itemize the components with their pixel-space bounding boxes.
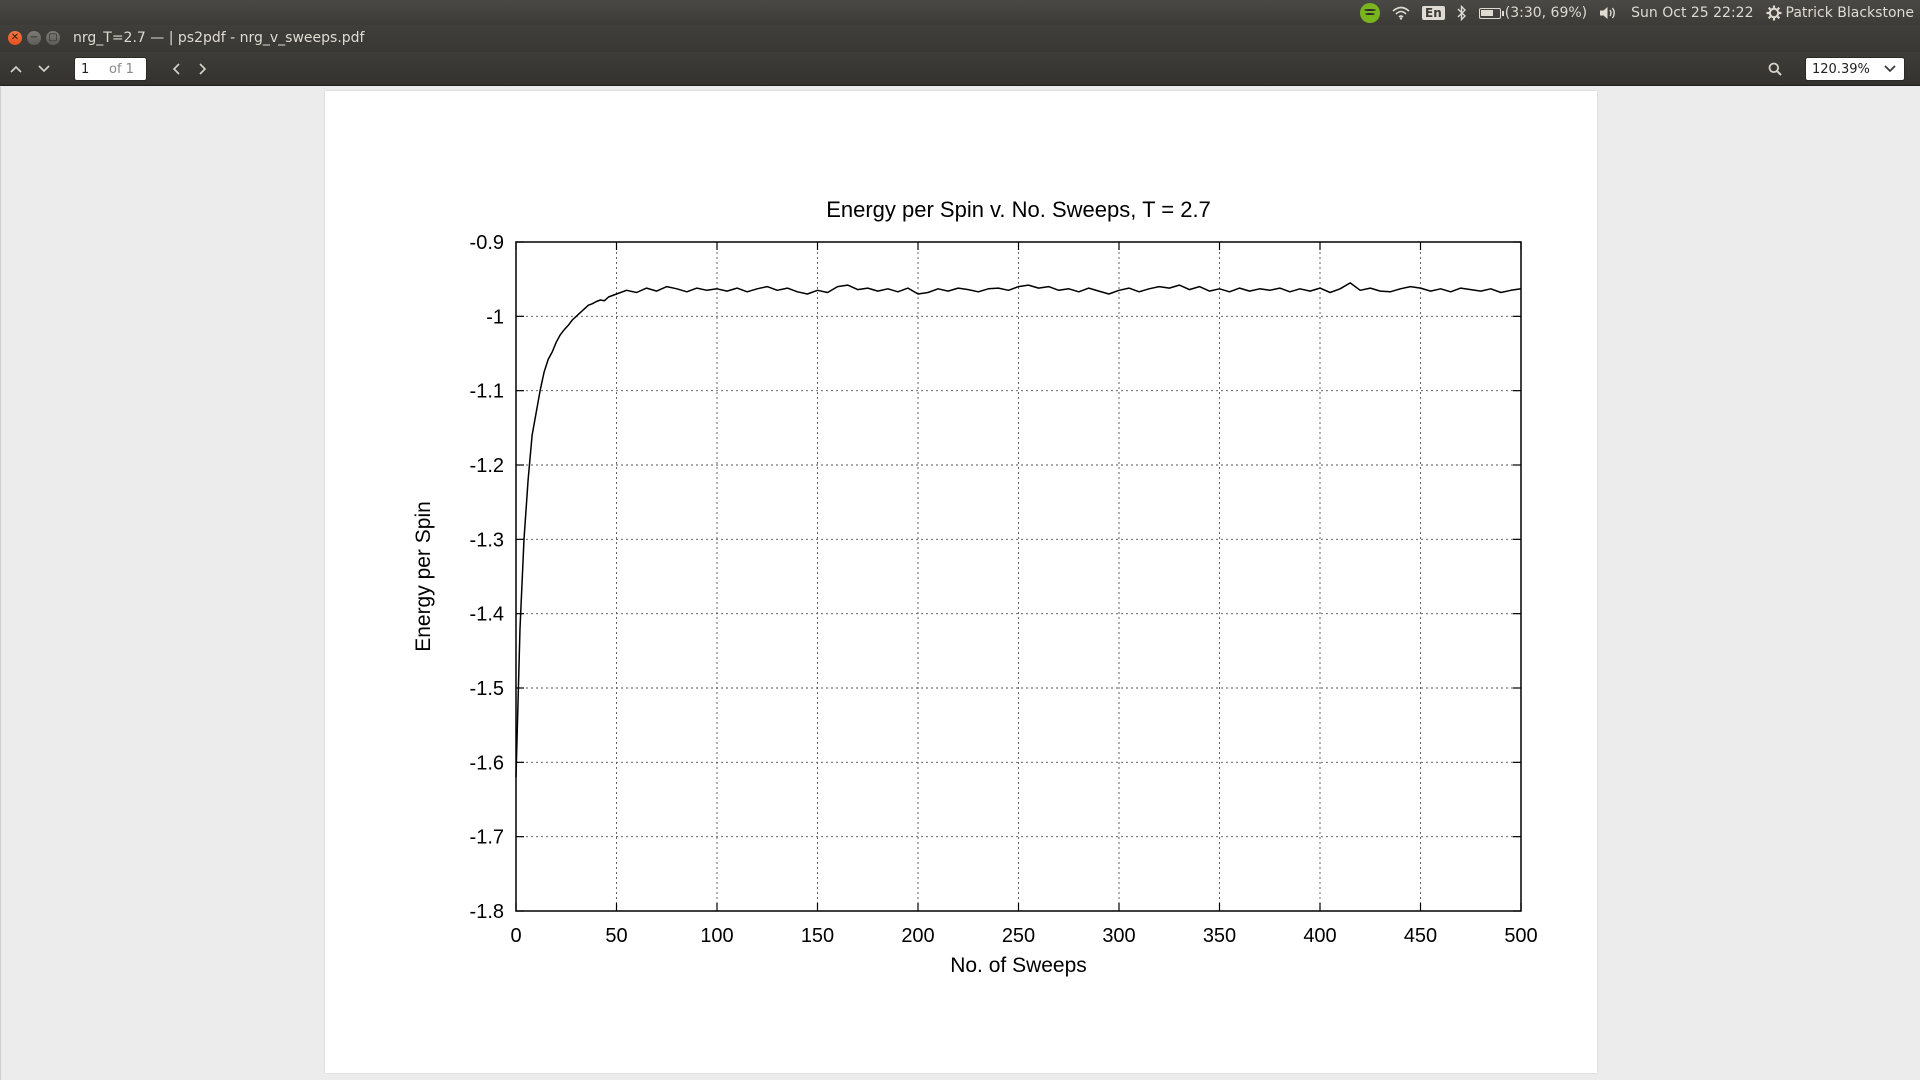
y-tick-label: -1.3 [470,529,504,551]
window-controls: ✕ − ▢ [8,31,60,45]
x-axis-label: No. of Sweeps [950,954,1087,977]
x-tick-label: 350 [1203,925,1236,947]
chart-title: Energy per Spin v. No. Sweeps, T = 2.7 [826,197,1211,222]
chevron-down-icon [1884,65,1896,73]
y-axis-label: Energy per Spin [412,501,435,652]
x-tick-label: 200 [901,925,934,947]
bluetooth-icon[interactable] [1457,5,1467,21]
document-viewer[interactable]: Energy per Spin v. No. Sweeps, T = 2.7 0… [0,87,1920,1080]
next-page-button[interactable] [32,58,56,80]
y-tick-label: -0.9 [470,232,504,254]
history-forward-button[interactable] [191,58,215,80]
page-number-input[interactable] [75,61,101,77]
x-tick-label: 150 [801,925,834,947]
energy-chart: Energy per Spin v. No. Sweeps, T = 2.7 0… [412,197,1538,977]
spotify-icon[interactable] [1360,3,1380,23]
keyboard-layout-icon[interactable]: En [1422,6,1445,20]
window-title: nrg_T=2.7 — | ps2pdf - nrg_v_sweeps.pdf [73,30,365,46]
y-tick-label: -1.7 [470,827,504,849]
clock[interactable]: Sun Oct 25 22:22 [1631,5,1754,21]
system-tray: En (3:30, 69%) Sun Oct 25 22:22 [1360,2,1914,24]
search-icon [1768,62,1782,76]
find-button[interactable] [1763,58,1787,80]
volume-icon[interactable] [1599,5,1619,21]
maximize-window-button[interactable]: ▢ [46,31,60,45]
history-back-button[interactable] [164,58,188,80]
battery-indicator[interactable]: (3:30, 69%) [1478,5,1588,21]
series-layer [515,282,1522,778]
previous-page-button[interactable] [4,58,28,80]
x-tick-label: 250 [1002,925,1035,947]
close-window-button[interactable]: ✕ [8,31,22,45]
y-tick-label: -1.2 [470,455,504,477]
chevron-right-icon [199,63,207,75]
y-tick-label: -1.8 [470,901,504,923]
y-tick-label: -1.6 [470,752,504,774]
x-tick-label: 0 [510,925,521,947]
y-tick-label: -1.5 [470,678,504,700]
minimize-window-button[interactable]: − [27,31,41,45]
session-menu[interactable]: Patrick Blackstone [1766,5,1915,21]
x-tick-label: 100 [700,925,733,947]
plot-frame [515,241,1522,912]
battery-status: (3:30, 69%) [1504,5,1588,21]
zoom-selector[interactable]: 120.39% [1805,57,1905,81]
x-tick-label: 450 [1404,925,1437,947]
grid [516,242,1521,911]
axis-ticks: 0 50 100 150 200 250 300 350 400 450 500 -0.9 -1 -1.1… [470,232,1538,947]
x-tick-label: 400 [1303,925,1336,947]
x-tick-label: 500 [1504,925,1537,947]
pdf-page: Energy per Spin v. No. Sweeps, T = 2.7 0… [325,91,1597,1073]
viewer-toolbar: of 1 120.39% [0,52,1920,86]
x-tick-label: 50 [605,925,627,947]
settings-gear-icon [1766,5,1781,21]
battery-icon [1478,7,1504,19]
top-panel: En (3:30, 69%) Sun Oct 25 22:22 [0,0,1920,25]
y-tick-label: -1.1 [470,381,504,403]
wifi-icon[interactable] [1392,6,1410,20]
chevron-down-icon [38,65,50,73]
y-tick-label: -1.4 [470,604,504,626]
y-tick-label: -1 [486,306,504,328]
page-selector: of 1 [74,57,147,81]
energy-series-line [515,282,1522,778]
window-titlebar: nrg_T=2.7 — | ps2pdf - nrg_v_sweeps.pdf [0,25,1920,52]
x-tick-label: 300 [1102,925,1135,947]
zoom-value: 120.39% [1812,61,1870,77]
page-count: of 1 [109,61,134,77]
chevron-left-icon [172,63,180,75]
chevron-up-icon [10,65,22,73]
user-name: Patrick Blackstone [1785,5,1915,21]
